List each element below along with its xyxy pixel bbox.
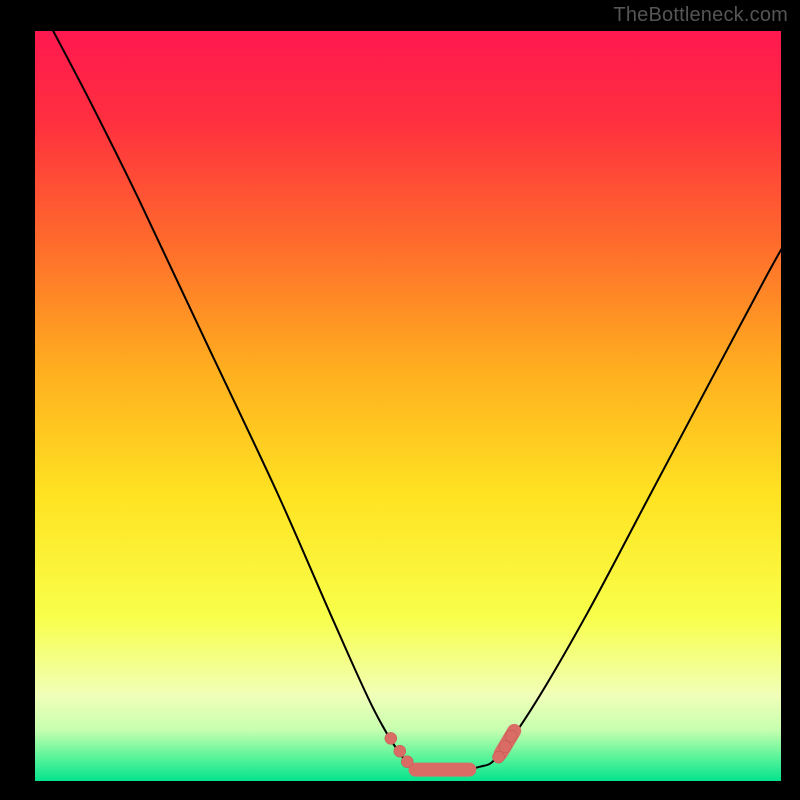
chart-svg bbox=[0, 0, 800, 800]
curve-marker bbox=[505, 730, 517, 742]
bottleneck-chart: TheBottleneck.com bbox=[0, 0, 800, 800]
curve-marker bbox=[385, 732, 397, 744]
curve-marker bbox=[401, 756, 413, 768]
plot-gradient bbox=[34, 30, 782, 782]
curve-marker bbox=[493, 751, 505, 763]
curve-marker bbox=[394, 745, 406, 757]
curve-marker bbox=[499, 741, 511, 753]
